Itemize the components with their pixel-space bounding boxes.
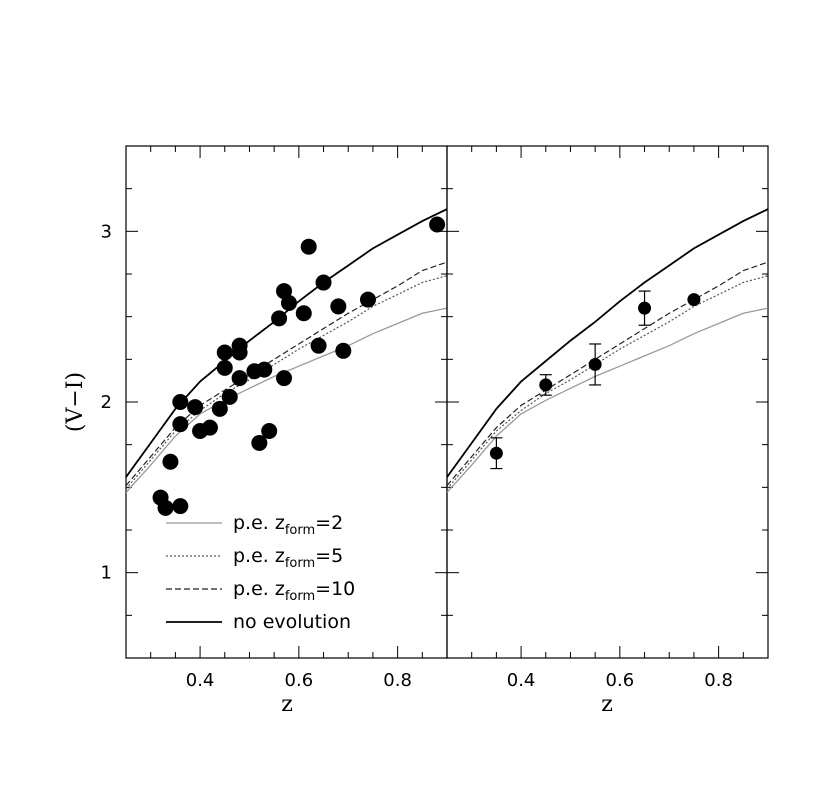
model-curve-pe5	[447, 275, 768, 490]
x-axis-title-right: z	[601, 692, 613, 717]
data-point	[256, 361, 273, 378]
data-point	[276, 283, 293, 300]
data-point	[310, 337, 327, 354]
data-point	[539, 378, 553, 392]
legend: p.e. zform=2 p.e. zform=5 p.e. zform=10 no …	[166, 512, 355, 633]
data-point	[335, 342, 352, 359]
right-panel: 0.4 0.6 0.8	[446, 145, 769, 691]
data-point	[280, 295, 297, 312]
x-tick-label: 0.8	[383, 670, 412, 691]
x-axis-title-left: z	[281, 692, 293, 717]
data-point	[276, 370, 293, 387]
data-point	[687, 293, 701, 307]
y-tick-label: 3	[101, 221, 112, 242]
x-tick-label: 0.8	[704, 670, 733, 691]
data-point	[315, 274, 332, 291]
x-tick-label: 0.6	[285, 670, 314, 691]
data-point	[216, 359, 233, 376]
x-tick-label: 0.4	[186, 670, 215, 691]
data-point	[330, 298, 347, 315]
panel-frame	[446, 145, 769, 659]
data-point	[588, 357, 602, 371]
data-point	[295, 305, 312, 322]
data-point	[429, 216, 446, 233]
data-point	[162, 453, 179, 470]
data-point	[211, 400, 228, 417]
data-point	[359, 291, 376, 308]
data-point	[271, 310, 288, 327]
data-point	[187, 399, 204, 416]
data-point	[216, 344, 233, 361]
data-point	[157, 499, 174, 516]
data-point	[638, 301, 652, 315]
model-curve-noev	[447, 208, 768, 478]
data-point	[489, 446, 503, 460]
data-point	[261, 423, 278, 440]
y-tick-label: 2	[101, 392, 112, 413]
x-tick-label: 0.4	[507, 670, 536, 691]
data-point	[251, 434, 268, 451]
data-point	[221, 388, 238, 405]
data-point	[231, 344, 248, 361]
model-curve-pe10	[447, 261, 768, 486]
model-curve-pe2	[447, 307, 768, 493]
data-point	[172, 416, 189, 433]
x-tick-label: 0.6	[606, 670, 635, 691]
legend-label-pe2: p.e. zform=2	[233, 512, 343, 538]
y-tick-label: 1	[101, 563, 112, 584]
y-axis-title: (V−I)	[63, 372, 88, 432]
data-point	[172, 394, 189, 410]
data-point	[172, 498, 189, 515]
legend-label-pe5: p.e. zform=5	[233, 545, 343, 571]
legend-label-pe10: p.e. zform=10	[233, 578, 355, 604]
data-point	[300, 238, 317, 255]
data-point	[201, 419, 218, 436]
data-point	[231, 370, 248, 387]
legend-label-noev: no evolution	[233, 611, 351, 633]
left-panel: 0.4 0.6 0.8 1 2 3	[101, 145, 448, 691]
